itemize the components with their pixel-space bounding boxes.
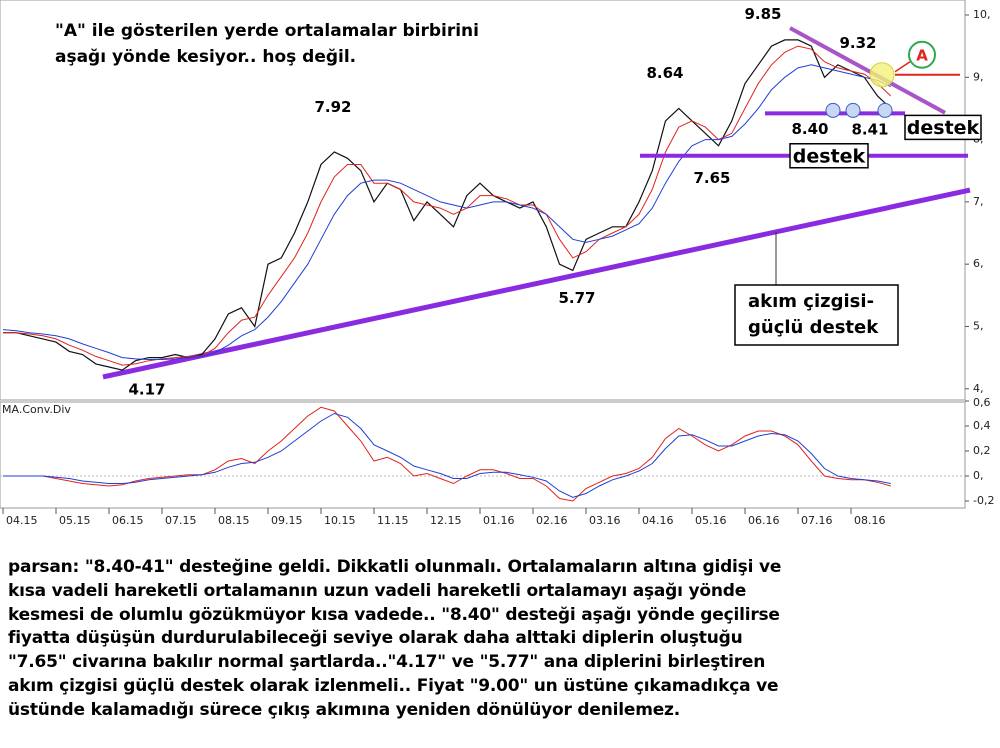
support-touch [845, 102, 861, 118]
y-tick-label: 0,4 [973, 419, 991, 432]
series-line [2, 64, 892, 360]
marker-badge [908, 40, 936, 69]
x-tick-label: 06.16 [748, 514, 780, 527]
price-annotation: 8.64 [646, 64, 683, 82]
support-box [904, 114, 982, 141]
x-tick-label: 02.16 [536, 514, 568, 527]
y-tick-label: 4, [973, 382, 984, 395]
x-tick-label: 01.16 [483, 514, 515, 527]
x-tick-label: 07.16 [801, 514, 833, 527]
commentary-line: üstünde kalamadığı sürece çıkış akımına … [8, 699, 681, 720]
x-tick-label: 09.15 [271, 514, 303, 527]
x-tick-label: 05.15 [59, 514, 91, 527]
x-tick-label: 07.15 [165, 514, 197, 527]
trendline-label: akım çizgisi- [748, 291, 874, 312]
price-annotation: 9.85 [744, 5, 781, 23]
x-tick-label: 10.15 [324, 514, 356, 527]
x-tick-label: 12.15 [430, 514, 462, 527]
marker-highlight [869, 62, 895, 88]
marker-arrow [894, 61, 911, 73]
price-annotation: 7.65 [693, 169, 730, 187]
commentary-line: kısa vadeli hareketli ortalamanın uzun v… [8, 580, 747, 601]
y-tick-label: 9, [973, 70, 984, 83]
trendline-label: güçlü destek [748, 317, 879, 338]
price-annotation: 8.41 [851, 121, 888, 139]
callout-box [734, 284, 899, 346]
x-tick-label: 05.16 [695, 514, 727, 527]
marker-label: A [916, 46, 928, 64]
x-tick-label: 04.15 [6, 514, 38, 527]
support-box [789, 143, 869, 169]
series-line [3, 406, 891, 502]
support-touch [877, 102, 893, 118]
commentary-line: parsan: "8.40-41" desteğine geldi. Dikka… [8, 557, 782, 577]
commentary-line: fiyatta düşüşün durdurulabileceği seviye… [8, 628, 743, 649]
price-annotation: 7.92 [314, 98, 351, 116]
y-tick-label: -0,2 [973, 494, 994, 507]
y-tick-label: 0,6 [973, 396, 991, 409]
series-line [3, 412, 891, 498]
note-line: aşağı yönde kesiyor.. hoş değil. [55, 47, 356, 67]
x-tick-label: 08.15 [218, 514, 250, 527]
trendline [102, 187, 971, 380]
price-annotation: 9.32 [839, 34, 876, 52]
y-tick-label: 10, [973, 8, 991, 21]
note-line: "A" ile gösterilen yerde ortalamalar bir… [55, 21, 479, 41]
x-tick-label: 11.15 [377, 514, 409, 527]
y-tick-label: 0,2 [973, 444, 991, 457]
resistance-line [789, 26, 946, 115]
support-touch [825, 102, 841, 118]
commentary-line: akım çizgisi güçlü destek olarak izlenme… [8, 675, 779, 696]
price-annotation: 5.77 [558, 289, 595, 307]
price-annotation: 4.17 [128, 381, 165, 399]
macd-panel [0, 401, 966, 509]
y-tick-label: 0, [973, 469, 984, 482]
macd-title: MA.Conv.Div [2, 403, 71, 416]
x-tick-label: 04.16 [642, 514, 674, 527]
y-tick-label: 7, [973, 195, 984, 208]
price-annotation: 8.40 [791, 120, 828, 138]
y-tick-label: 6, [973, 257, 984, 270]
x-tick-label: 03.16 [589, 514, 621, 527]
series-line [3, 39, 892, 371]
commentary: parsan: "8.40-41" desteğine geldi. Dikka… [8, 556, 998, 723]
chart: "A" ile gösterilen yerde ortalamalar bir… [0, 0, 994, 527]
series-line [3, 45, 892, 366]
y-tick-label: 5, [973, 319, 984, 332]
x-tick-label: 06.15 [112, 514, 144, 527]
support-label: destek [793, 145, 866, 167]
support-label: destek [907, 117, 980, 139]
commentary-line: "7.65" civarına bakılır normal şartlarda… [8, 652, 766, 673]
x-tick-label: 08.16 [854, 514, 886, 527]
commentary-line: kesmesi de olumlu gözükmüyor kısa vadede… [8, 604, 780, 625]
